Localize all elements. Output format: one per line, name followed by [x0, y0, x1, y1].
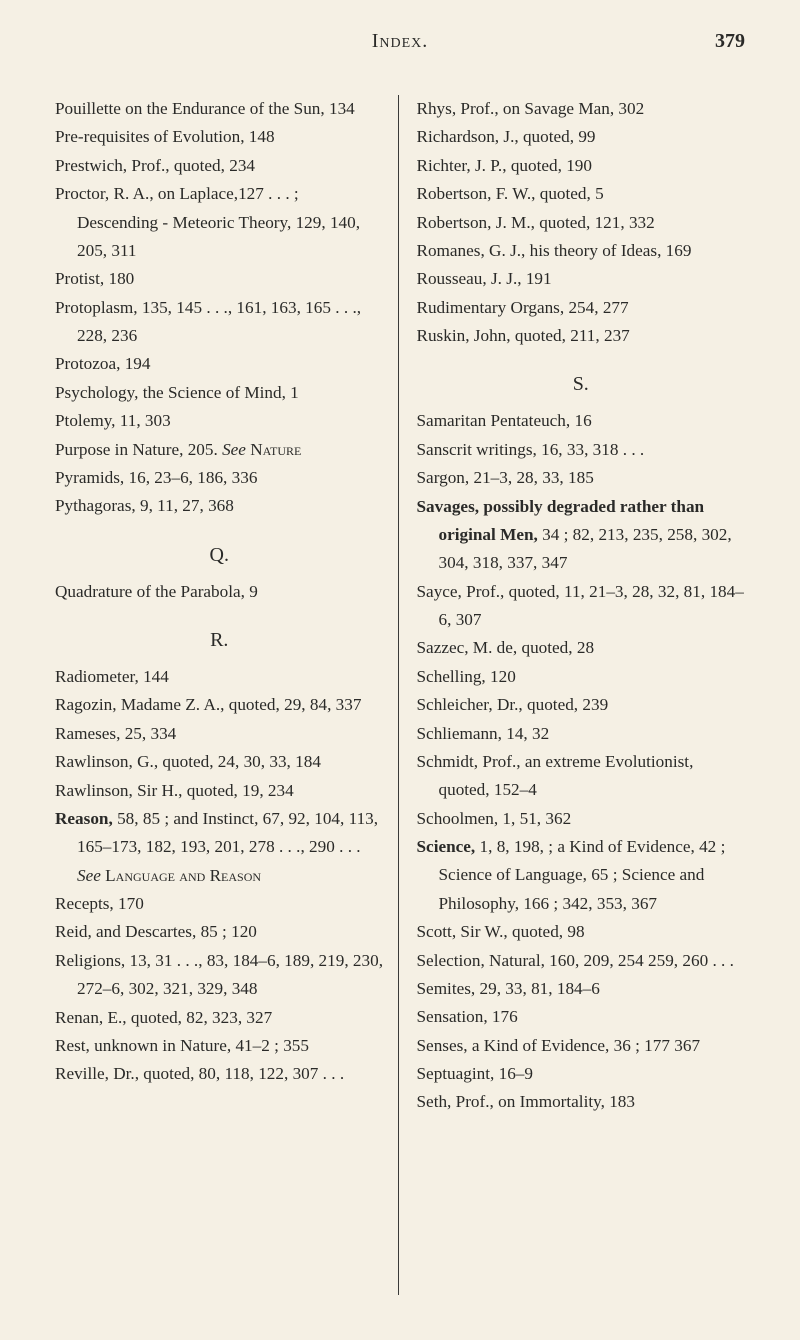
- left-column: Pouillette on the Endurance of the Sun, …: [55, 95, 399, 1295]
- index-entry: Schoolmen, 1, 51, 362: [417, 805, 746, 833]
- right-column: Rhys, Prof., on Savage Man, 302Richardso…: [399, 95, 746, 1295]
- index-entry: Rhys, Prof., on Savage Man, 302: [417, 95, 746, 123]
- index-entry: Schleicher, Dr., quoted, 239: [417, 691, 746, 719]
- index-entry: Rawlinson, Sir H., quoted, 19, 234: [55, 777, 384, 805]
- index-entry: Schmidt, Prof., an extreme Evolutionist,…: [417, 748, 746, 805]
- index-entry: Pyramids, 16, 23–6, 186, 336: [55, 464, 384, 492]
- index-entry: Ragozin, Madame Z. A., quoted, 29, 84, 3…: [55, 691, 384, 719]
- index-entry: Protoplasm, 135, 145 . . ., 161, 163, 16…: [55, 294, 384, 351]
- index-entry: Religions, 13, 31 . . ., 83, 184–6, 189,…: [55, 947, 384, 1004]
- index-entry: Robertson, F. W., quoted, 5: [417, 180, 746, 208]
- page-header: Index. 379: [55, 30, 745, 60]
- page-number: 379: [715, 30, 745, 53]
- index-entry: Richter, J. P., quoted, 190: [417, 152, 746, 180]
- index-entry: Schelling, 120: [417, 663, 746, 691]
- index-entry: Psychology, the Science of Mind, 1: [55, 379, 384, 407]
- index-entry: Sensation, 176: [417, 1003, 746, 1031]
- index-entry: Renan, E., quoted, 82, 323, 327: [55, 1004, 384, 1032]
- index-entry: Rudimentary Organs, 254, 277: [417, 294, 746, 322]
- index-entry: Pre-requisites of Evolution, 148: [55, 123, 384, 151]
- index-entry: Reville, Dr., quoted, 80, 118, 122, 307 …: [55, 1060, 384, 1088]
- index-entry: Samaritan Pentateuch, 16: [417, 407, 746, 435]
- index-entry: Senses, a Kind of Evidence, 36 ; 177 367: [417, 1032, 746, 1060]
- index-entry: Savages, possibly degraded rather than o…: [417, 493, 746, 578]
- index-entry: Romanes, G. J., his theory of Ideas, 169: [417, 237, 746, 265]
- index-entry: Protozoa, 194: [55, 350, 384, 378]
- index-entry: Rest, unknown in Nature, 41–2 ; 355: [55, 1032, 384, 1060]
- columns: Pouillette on the Endurance of the Sun, …: [55, 95, 745, 1295]
- index-entry: Robertson, J. M., quoted, 121, 332: [417, 209, 746, 237]
- index-entry: Scott, Sir W., quoted, 98: [417, 918, 746, 946]
- index-entry: Reason, 58, 85 ; and Instinct, 67, 92, 1…: [55, 805, 384, 890]
- index-entry: Pouillette on the Endurance of the Sun, …: [55, 95, 384, 123]
- index-entry: Ptolemy, 11, 303: [55, 407, 384, 435]
- index-entry: Selection, Natural, 160, 209, 254 259, 2…: [417, 947, 746, 975]
- index-entry: Septuagint, 16–9: [417, 1060, 746, 1088]
- index-entry: Rawlinson, G., quoted, 24, 30, 33, 184: [55, 748, 384, 776]
- index-entry: Schliemann, 14, 32: [417, 720, 746, 748]
- index-entry: Protist, 180: [55, 265, 384, 293]
- section-letter: S.: [417, 368, 746, 401]
- page: Index. 379 Pouillette on the Endurance o…: [0, 0, 800, 1340]
- index-entry: Recepts, 170: [55, 890, 384, 918]
- index-entry: Sazzec, M. de, quoted, 28: [417, 634, 746, 662]
- index-entry: Prestwich, Prof., quoted, 234: [55, 152, 384, 180]
- index-entry: Sanscrit writings, 16, 33, 318 . . .: [417, 436, 746, 464]
- index-entry: Rousseau, J. J., 191: [417, 265, 746, 293]
- index-entry: Proctor, R. A., on Laplace,127 . . . ; D…: [55, 180, 384, 265]
- index-entry: Seth, Prof., on Immortality, 183: [417, 1088, 746, 1116]
- index-entry: Richardson, J., quoted, 99: [417, 123, 746, 151]
- index-entry: Reid, and Descartes, 85 ; 120: [55, 918, 384, 946]
- index-entry: Purpose in Nature, 205. See Nature: [55, 436, 384, 464]
- header-title: Index.: [372, 30, 429, 52]
- index-entry: Pythagoras, 9, 11, 27, 368: [55, 492, 384, 520]
- index-entry: Sayce, Prof., quoted, 11, 21–3, 28, 32, …: [417, 578, 746, 635]
- section-letter: R.: [55, 624, 384, 657]
- section-letter: Q.: [55, 539, 384, 572]
- index-entry: Semites, 29, 33, 81, 184–6: [417, 975, 746, 1003]
- index-entry: Sargon, 21–3, 28, 33, 185: [417, 464, 746, 492]
- index-entry: Ruskin, John, quoted, 211, 237: [417, 322, 746, 350]
- index-entry: Rameses, 25, 334: [55, 720, 384, 748]
- index-entry: Science, 1, 8, 198, ; a Kind of Evidence…: [417, 833, 746, 918]
- index-entry: Quadrature of the Parabola, 9: [55, 578, 384, 606]
- index-entry: Radiometer, 144: [55, 663, 384, 691]
